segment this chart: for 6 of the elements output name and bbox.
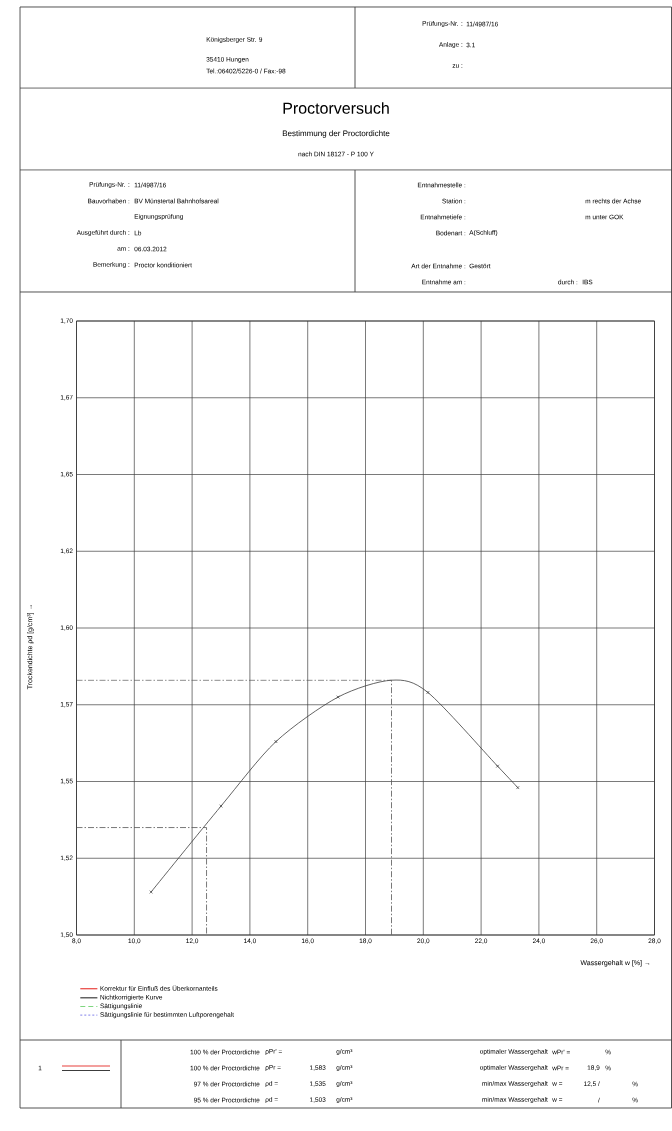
point: [336, 695, 340, 699]
point: [274, 739, 278, 744]
chart-title: Proctorversuch: [283, 102, 389, 114]
chart-subtitle: Bestimmung der Proctordichte: [282, 130, 390, 138]
point: [426, 690, 430, 695]
point: [495, 764, 500, 768]
